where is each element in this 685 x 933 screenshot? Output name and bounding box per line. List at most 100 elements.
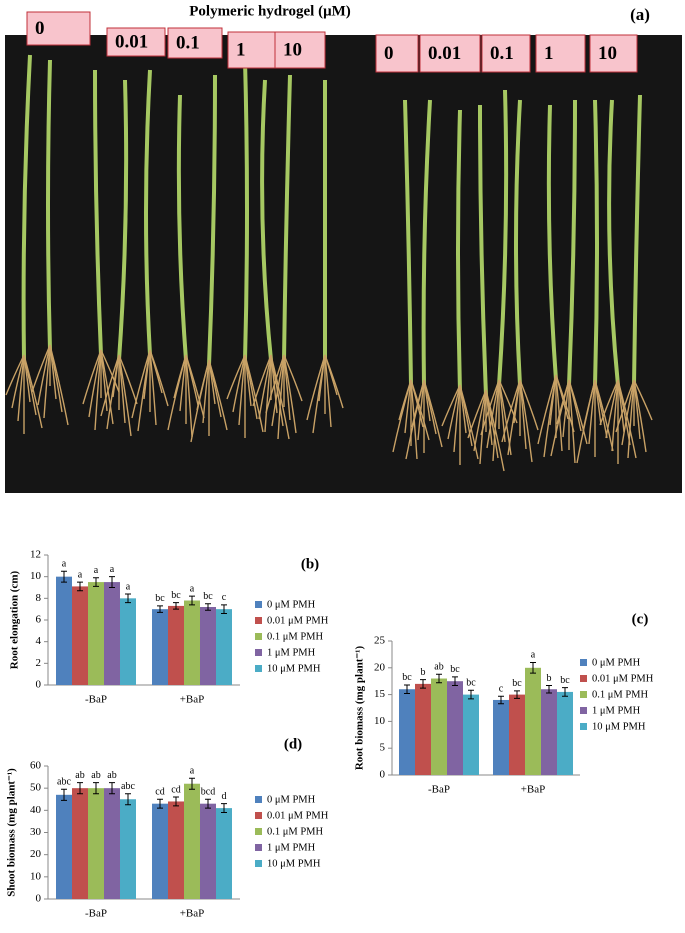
error-bar — [436, 673, 442, 684]
y-tick-label: 10 — [374, 715, 386, 727]
error-bar — [157, 798, 163, 809]
label-box — [167, 27, 223, 59]
significance-letter: c — [222, 592, 227, 603]
root — [149, 349, 169, 407]
panel-label: (c) — [632, 611, 649, 627]
root — [519, 379, 539, 431]
panel-label: (d) — [284, 736, 302, 752]
legend-label: 0.1 μM PMH — [592, 689, 649, 700]
root — [131, 349, 151, 419]
error-bar — [546, 684, 552, 694]
root — [5, 354, 25, 396]
legend-swatch — [255, 633, 262, 640]
significance-letter: d — [222, 791, 227, 802]
root — [617, 379, 637, 459]
label-box — [26, 11, 91, 46]
error-bar — [514, 690, 520, 699]
significance-letter: b — [547, 673, 552, 684]
bar — [463, 694, 479, 775]
panel-label: (a) — [630, 5, 650, 24]
photo-label: 0.1 — [490, 43, 514, 64]
significance-letter: cd — [155, 787, 164, 798]
legend-swatch — [255, 812, 262, 819]
root — [485, 389, 505, 472]
root — [594, 379, 614, 452]
error-bar — [498, 695, 504, 705]
root — [441, 384, 461, 427]
significance-letter: bc — [466, 678, 476, 689]
significance-letter: a — [94, 565, 99, 576]
error-bar — [221, 604, 227, 614]
root — [226, 354, 246, 400]
bar — [216, 808, 232, 899]
stem — [478, 104, 488, 396]
legend-swatch — [580, 723, 587, 730]
stem — [403, 99, 413, 386]
legend-swatch — [255, 665, 262, 672]
y-tick-label: 20 — [30, 848, 42, 860]
root — [486, 379, 500, 449]
root — [568, 379, 576, 464]
bar — [200, 607, 216, 685]
legend-label: 10 μM PMH — [267, 663, 321, 674]
stem — [514, 99, 522, 386]
root — [423, 379, 443, 448]
stem — [593, 99, 599, 386]
legend-swatch — [255, 796, 262, 803]
error-bar — [93, 577, 99, 587]
significance-letter: b — [421, 667, 426, 678]
label-box — [274, 31, 326, 69]
label-box — [227, 31, 276, 69]
root — [283, 354, 303, 402]
root — [568, 379, 588, 445]
root — [480, 379, 500, 436]
significance-letter: cd — [171, 784, 180, 795]
bar — [88, 788, 104, 899]
root — [265, 354, 285, 414]
photo-label: 10 — [598, 43, 617, 64]
y-tick-label: 10 — [30, 570, 42, 582]
x-tick-label: +BaP — [521, 784, 546, 796]
root — [185, 354, 205, 419]
y-tick-label: 8 — [36, 592, 42, 604]
stem — [260, 79, 273, 361]
root — [467, 389, 487, 439]
bar — [72, 788, 88, 899]
stem — [117, 79, 129, 361]
root — [537, 374, 557, 445]
error-bar — [61, 788, 67, 801]
y-tick-label: 20 — [374, 661, 386, 673]
legend-swatch — [255, 649, 262, 656]
significance-letter: ab — [75, 770, 84, 781]
error-bar — [404, 684, 410, 695]
legend-swatch — [580, 675, 587, 682]
significance-letter: bc — [560, 675, 570, 686]
root — [118, 354, 132, 437]
legend-label: 10 μM PMH — [592, 721, 646, 732]
bar — [399, 689, 415, 775]
root — [633, 379, 653, 421]
error-bar — [420, 679, 426, 689]
significance-letter: bc — [171, 590, 181, 601]
significance-letter: bc — [450, 664, 460, 675]
error-bar — [93, 782, 99, 795]
y-tick-label: 2 — [36, 657, 42, 669]
root — [149, 349, 157, 426]
bar — [415, 683, 431, 775]
photo-label: 10 — [283, 39, 302, 60]
bar — [541, 689, 557, 775]
legend-swatch — [255, 860, 262, 867]
y-tick-label: 10 — [30, 870, 42, 882]
y-tick-label: 60 — [30, 760, 42, 772]
y-tick-label: 30 — [30, 826, 42, 838]
bar — [56, 576, 72, 685]
bar — [168, 605, 184, 685]
bar — [168, 801, 184, 899]
root — [492, 379, 500, 462]
significance-letter: a — [190, 583, 195, 594]
bar — [557, 691, 573, 775]
legend-swatch — [255, 617, 262, 624]
error-bar — [468, 689, 474, 700]
root — [49, 344, 69, 426]
bar — [447, 681, 463, 775]
